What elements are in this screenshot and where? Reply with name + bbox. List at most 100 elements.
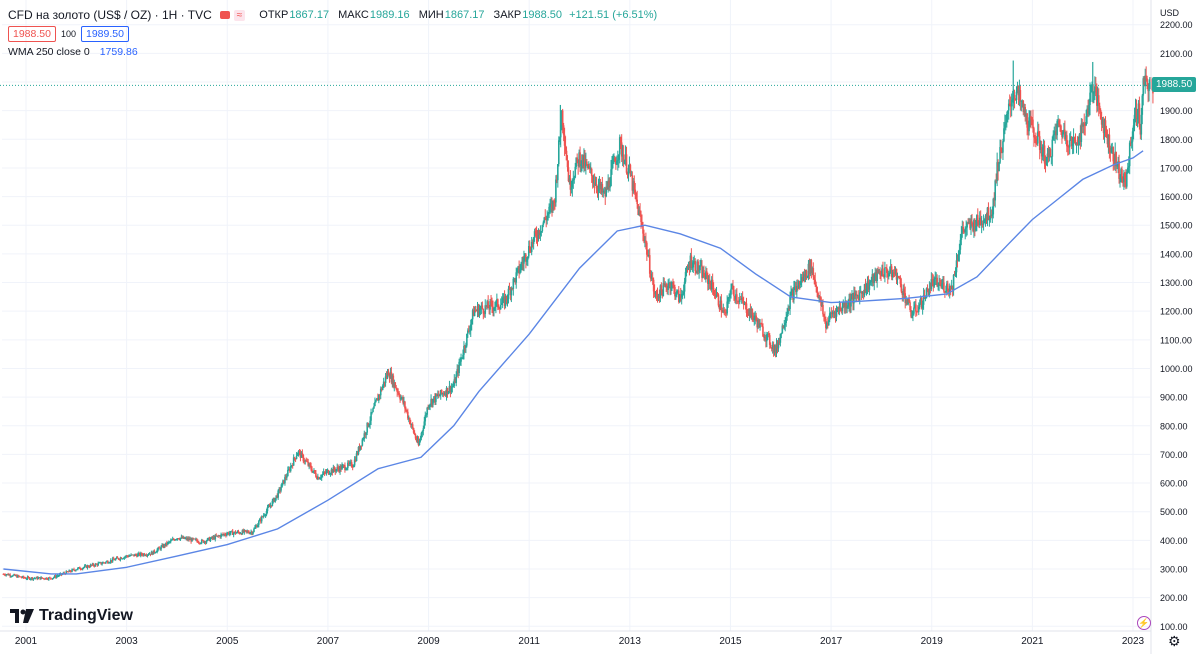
candle-body bbox=[38, 577, 40, 579]
candle-body bbox=[792, 291, 794, 300]
candle bbox=[417, 436, 420, 447]
candle bbox=[659, 284, 662, 303]
candle bbox=[544, 209, 547, 221]
candle-body bbox=[627, 167, 630, 174]
candle-body bbox=[506, 298, 509, 300]
candle bbox=[277, 489, 279, 500]
candle bbox=[297, 450, 300, 457]
candle-body bbox=[672, 283, 674, 286]
candle-body bbox=[959, 239, 962, 250]
candle-body bbox=[441, 393, 444, 395]
candle bbox=[702, 266, 704, 279]
candle-body bbox=[887, 274, 890, 277]
candle bbox=[240, 532, 243, 536]
candle-body bbox=[1044, 163, 1047, 165]
candle bbox=[383, 381, 386, 388]
candle bbox=[616, 155, 618, 166]
candle-body bbox=[272, 498, 275, 501]
candle-body bbox=[439, 389, 442, 396]
candle bbox=[1107, 134, 1110, 154]
candle-body bbox=[77, 567, 79, 570]
candle bbox=[547, 211, 549, 221]
candle-body bbox=[564, 145, 567, 151]
candle bbox=[1097, 88, 1100, 117]
candle-body bbox=[756, 320, 758, 328]
candle-body bbox=[186, 537, 189, 540]
candle bbox=[1151, 79, 1153, 91]
candle-body bbox=[100, 562, 102, 565]
gear-icon[interactable]: ⚙ bbox=[1168, 633, 1181, 649]
candle bbox=[533, 228, 536, 242]
candle-body bbox=[905, 300, 907, 303]
indicator-legend[interactable]: WMA 250 close 0 1759.86 bbox=[8, 46, 138, 58]
candle bbox=[402, 395, 404, 405]
candle-body bbox=[88, 566, 91, 568]
candle-body bbox=[160, 546, 162, 550]
candle-body bbox=[1064, 129, 1066, 140]
candle-body bbox=[864, 284, 867, 293]
candle-body bbox=[566, 160, 569, 168]
candle bbox=[290, 464, 293, 468]
candle-body bbox=[897, 276, 900, 278]
candle bbox=[127, 554, 129, 558]
candle-body bbox=[1063, 129, 1065, 133]
candle-body bbox=[393, 382, 396, 387]
candle-body bbox=[319, 477, 322, 479]
candle bbox=[339, 464, 341, 475]
candle-body bbox=[406, 410, 408, 412]
candle bbox=[759, 319, 761, 331]
candle bbox=[88, 565, 91, 569]
candle bbox=[563, 127, 566, 156]
candle-body bbox=[206, 538, 209, 541]
candle bbox=[333, 465, 336, 473]
candle bbox=[1096, 86, 1099, 112]
candle-body bbox=[1124, 173, 1126, 179]
candle bbox=[234, 530, 237, 535]
candle-body bbox=[831, 312, 834, 315]
candle-body bbox=[657, 296, 660, 298]
candle bbox=[499, 298, 502, 310]
candle bbox=[946, 280, 949, 295]
time-axis[interactable]: 2001 2003 2005 2007 2009 2011 2013 2015 2017 2019… bbox=[0, 630, 1151, 647]
candle-body bbox=[583, 155, 585, 166]
candle-body bbox=[460, 358, 462, 362]
candle-body bbox=[132, 554, 134, 556]
sell-button[interactable]: 1988.50 bbox=[8, 26, 56, 42]
candle bbox=[849, 292, 851, 314]
lightning-icon[interactable]: ⚡ bbox=[1137, 616, 1151, 630]
symbol-title[interactable]: CFD на золото (US$ / OZ) · 1H · TVC bbox=[8, 8, 212, 22]
candle-body bbox=[708, 279, 711, 284]
candle-body bbox=[907, 298, 909, 305]
candle bbox=[956, 254, 959, 268]
x-tick-label: 2007 bbox=[317, 636, 340, 647]
candle bbox=[927, 288, 930, 296]
candle-body bbox=[890, 266, 893, 278]
candle bbox=[601, 176, 604, 198]
candle-body bbox=[245, 530, 248, 532]
candle-body bbox=[130, 554, 132, 556]
price-axis[interactable]: 100.00200.00300.00400.00500.00600.00700.… bbox=[1150, 0, 1193, 654]
buy-button[interactable]: 1989.50 bbox=[81, 26, 129, 42]
candle bbox=[507, 285, 510, 304]
candle-body bbox=[737, 300, 740, 303]
candle-body bbox=[681, 293, 684, 295]
tradingview-logo[interactable]: TradingView bbox=[10, 607, 133, 625]
candle bbox=[113, 558, 116, 561]
candle-body bbox=[493, 308, 495, 311]
candle bbox=[427, 404, 429, 410]
candle bbox=[812, 262, 815, 280]
candle-body bbox=[374, 401, 376, 407]
y-tick-label: 900.00 bbox=[1160, 393, 1188, 403]
candle-body bbox=[811, 268, 814, 274]
candle bbox=[217, 534, 219, 538]
candle-body bbox=[172, 538, 175, 540]
candle bbox=[837, 306, 840, 315]
candle-body bbox=[686, 269, 689, 271]
candle-body bbox=[232, 532, 235, 535]
candle-body bbox=[481, 305, 484, 309]
candle-body bbox=[43, 578, 45, 579]
candle-body bbox=[607, 180, 609, 190]
candle bbox=[243, 528, 246, 535]
candle-body bbox=[1101, 119, 1104, 125]
